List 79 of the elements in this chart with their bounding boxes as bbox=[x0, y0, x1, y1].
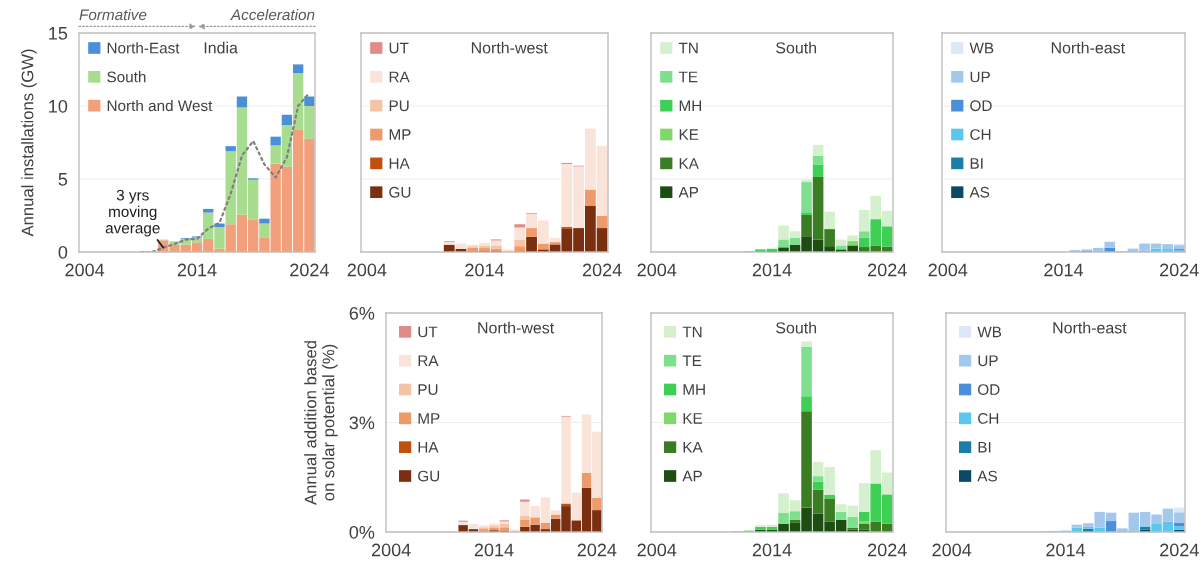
legend-label: PU bbox=[418, 384, 438, 395]
legend-label: AP bbox=[682, 470, 702, 482]
chart-title: North-west bbox=[478, 321, 555, 334]
legend-label: GU bbox=[389, 186, 411, 198]
x-tick-label: 2014 bbox=[1046, 543, 1086, 557]
chart-title: South bbox=[776, 321, 817, 334]
legend-label: South bbox=[107, 71, 146, 83]
y-tick-label: 10 bbox=[49, 99, 68, 113]
x-tick-label: 2014 bbox=[752, 263, 792, 277]
legend-label: RA bbox=[418, 355, 439, 366]
legend-label: KE bbox=[683, 413, 703, 424]
x-tick-label: 2004 bbox=[65, 263, 105, 277]
legend-label: AS bbox=[977, 470, 997, 482]
legend-label: TE bbox=[682, 355, 702, 366]
x-tick-label: 2024 bbox=[868, 543, 907, 557]
legend-label: UT bbox=[389, 42, 409, 54]
x-tick-label: 2024 bbox=[290, 263, 329, 277]
y-tick-label: 3% bbox=[349, 416, 375, 430]
legend-label: TE bbox=[678, 71, 698, 83]
y-axis-title: Annual installations (GW) bbox=[21, 49, 37, 237]
x-tick-label: 2024 bbox=[1160, 263, 1199, 277]
text: Formative bbox=[79, 8, 147, 21]
legend-label: MP bbox=[418, 413, 440, 424]
legend-label: PU bbox=[389, 100, 409, 112]
chart-title: South bbox=[776, 41, 817, 54]
x-tick-label: 2004 bbox=[928, 263, 968, 277]
legend-label: BI bbox=[970, 158, 983, 169]
y-tick-label: 15 bbox=[49, 27, 68, 40]
legend-label: WB bbox=[969, 42, 994, 54]
legend-label: OD bbox=[978, 384, 1000, 395]
legend-label: CH bbox=[978, 412, 999, 424]
legend-label: GU bbox=[418, 470, 440, 482]
x-tick-label: 2004 bbox=[637, 263, 677, 277]
x-tick-label: 2024 bbox=[577, 543, 617, 557]
text: Acceleration bbox=[230, 8, 315, 21]
x-tick-label: 2024 bbox=[582, 263, 622, 277]
legend-label: AS bbox=[969, 186, 990, 198]
y-tick-label: 0% bbox=[349, 525, 375, 539]
legend-label: TN bbox=[682, 326, 702, 338]
y-tick-label: 5 bbox=[58, 173, 68, 186]
x-tick-label: 2014 bbox=[752, 543, 792, 557]
legend-label: UP bbox=[978, 355, 998, 367]
x-tick-label: 2004 bbox=[637, 543, 677, 557]
x-tick-label: 2014 bbox=[474, 543, 514, 557]
legend-label: MP bbox=[389, 129, 411, 140]
legend-label: OD bbox=[970, 100, 992, 112]
legend-label: UP bbox=[970, 71, 990, 83]
legend-label: MH bbox=[679, 100, 702, 111]
y-axis-title: Annual addition based on solar potential (%) bbox=[304, 341, 338, 505]
legend-label: AP bbox=[678, 186, 699, 198]
legend-label: CH bbox=[970, 129, 991, 140]
y-tick-label: 6% bbox=[349, 306, 375, 320]
legend-label: KE bbox=[679, 129, 699, 140]
legend-label: North-East bbox=[107, 42, 180, 54]
x-tick-label: 2004 bbox=[932, 543, 972, 557]
chart-title: North-west bbox=[471, 41, 548, 54]
x-tick-label: 2004 bbox=[347, 263, 387, 277]
legend-label: BI bbox=[978, 441, 991, 453]
legend-label: WB bbox=[977, 326, 1002, 338]
legend-label: RA bbox=[389, 71, 410, 83]
chart-title: North-east bbox=[1053, 321, 1127, 334]
x-tick-label: 2014 bbox=[465, 263, 505, 277]
x-tick-label: 2014 bbox=[177, 263, 217, 277]
legend-label: KA bbox=[683, 441, 703, 453]
legend-label: North and West bbox=[107, 99, 213, 112]
legend-label: TN bbox=[678, 42, 698, 54]
x-tick-label: 2024 bbox=[868, 263, 907, 277]
x-tick-label: 2014 bbox=[1044, 263, 1084, 277]
chart-title: North-east bbox=[1051, 41, 1125, 54]
legend-label: UT bbox=[418, 326, 438, 338]
legend-label: HA bbox=[389, 158, 410, 169]
legend-label: MH bbox=[683, 384, 705, 395]
x-tick-label: 2024 bbox=[1160, 543, 1199, 557]
legend-label: KA bbox=[679, 158, 699, 169]
x-tick-label: 2004 bbox=[371, 543, 411, 557]
y-tick-label: 0 bbox=[58, 245, 68, 259]
annotation: 3 yrs moving average bbox=[105, 189, 160, 237]
legend-label: HA bbox=[418, 441, 439, 453]
chart-title: India bbox=[204, 41, 238, 54]
